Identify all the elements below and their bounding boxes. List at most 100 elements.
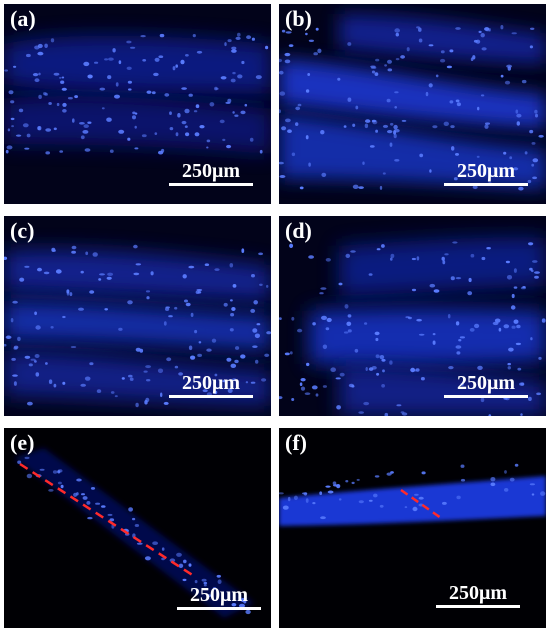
nucleus-dot <box>508 347 514 352</box>
nucleus-dot <box>416 318 422 322</box>
scale-line-b <box>444 183 528 186</box>
nucleus-dot <box>368 499 373 502</box>
nucleus-dot <box>351 385 355 388</box>
nucleus-dot <box>80 383 86 387</box>
nucleus-dot <box>240 354 246 359</box>
nucleus-dot <box>163 321 167 326</box>
nucleus-dot <box>255 359 259 364</box>
nucleus-dot <box>34 78 40 83</box>
nucleus-dot <box>504 80 511 85</box>
nucleus-dot <box>336 484 341 489</box>
nucleus-dot <box>51 247 56 252</box>
nucleus-dot <box>60 484 64 489</box>
nucleus-dot <box>232 284 237 288</box>
nucleus-dot <box>145 365 152 369</box>
nucleus-dot <box>227 388 233 393</box>
nucleus-dot <box>106 276 112 280</box>
nucleus-dot <box>26 53 31 58</box>
scale-label-f: 250μm <box>449 582 507 604</box>
nucleus-dot <box>441 256 445 261</box>
nucleus-dot <box>196 289 203 291</box>
nucleus-dot <box>291 398 295 401</box>
nucleus-dot <box>303 492 308 496</box>
nucleus-dot <box>319 292 324 295</box>
fluorescence-image-b <box>279 4 546 204</box>
nucleus-dot <box>169 558 176 563</box>
nucleus-dot <box>300 386 306 391</box>
nucleus-dot <box>146 296 150 300</box>
nucleus-dot <box>381 384 385 388</box>
nucleus-dot <box>513 268 517 273</box>
nucleus-dot <box>305 135 309 140</box>
nucleus-dot <box>406 47 410 52</box>
nucleus-dot <box>24 265 30 268</box>
nucleus-dot <box>98 278 102 281</box>
nucleus-dot <box>473 39 478 43</box>
nucleus-dot <box>109 518 115 522</box>
nucleus-dot <box>161 547 165 551</box>
nucleus-dot <box>80 135 85 140</box>
nucleus-dot <box>284 52 291 57</box>
nucleus-dot <box>182 578 187 582</box>
nucleus-dot <box>234 114 239 117</box>
nucleus-dot <box>60 80 65 84</box>
micrograph-panel-e: (e) 250μm <box>4 428 271 628</box>
nucleus-dot <box>541 318 546 323</box>
nucleus-dot <box>529 45 533 49</box>
nucleus-dot <box>321 315 327 320</box>
nucleus-dot <box>291 152 296 157</box>
nucleus-dot <box>143 370 148 373</box>
scale-line-c <box>169 395 253 398</box>
nucleus-dot <box>84 376 91 381</box>
nucleus-dot <box>389 142 393 147</box>
nucleus-dot <box>356 478 360 481</box>
nucleus-dot <box>453 177 458 181</box>
nucleus-dot <box>62 315 66 319</box>
nucleus-dot <box>531 163 535 167</box>
nucleus-dot <box>477 106 480 111</box>
nucleus-dot <box>223 302 228 307</box>
nucleus-dot <box>185 54 189 57</box>
nucleus-dot <box>425 91 429 97</box>
nucleus-dot <box>8 90 14 95</box>
nucleus-dot <box>55 269 62 274</box>
nucleus-dot <box>206 594 212 597</box>
nucleus-dot <box>365 367 368 371</box>
nucleus-dot <box>358 186 364 190</box>
scale-label-d: 250μm <box>457 372 515 394</box>
nucleus-dot <box>201 578 207 582</box>
nucleus-dot <box>190 355 196 360</box>
nucleus-dot <box>229 328 234 332</box>
nucleus-dot <box>244 103 248 107</box>
nucleus-dot <box>516 113 522 118</box>
nucleus-dot <box>432 333 436 336</box>
nucleus-dot <box>161 557 166 561</box>
nucleus-dot <box>11 125 14 128</box>
nucleus-dot <box>209 102 215 107</box>
nucleus-dot <box>449 49 454 53</box>
nucleus-dot <box>217 579 222 584</box>
nucleus-dot <box>246 35 252 40</box>
nucleus-dot <box>516 121 520 126</box>
nucleus-dot <box>322 344 328 350</box>
nucleus-dot <box>456 351 461 355</box>
nucleus-dot <box>30 358 36 361</box>
nucleus-dot <box>364 123 369 129</box>
nucleus-dot <box>59 76 62 79</box>
nucleus-dot <box>231 49 237 53</box>
nucleus-dot <box>164 93 170 97</box>
nucleus-dot <box>358 500 364 504</box>
nucleus-dot <box>452 241 458 244</box>
nucleus-dot <box>197 353 203 357</box>
nucleus-dot <box>222 138 226 142</box>
nucleus-dot <box>86 501 91 505</box>
scale-line-f <box>436 605 520 608</box>
nucleus-dot <box>127 137 131 141</box>
nucleus-dot <box>17 336 21 342</box>
nucleus-dot <box>365 119 371 123</box>
nucleus-dot <box>509 477 515 482</box>
nucleus-dot <box>62 381 66 385</box>
nucleus-dot <box>386 98 391 103</box>
nucleus-dot <box>67 97 73 100</box>
nucleus-dot <box>227 39 232 43</box>
